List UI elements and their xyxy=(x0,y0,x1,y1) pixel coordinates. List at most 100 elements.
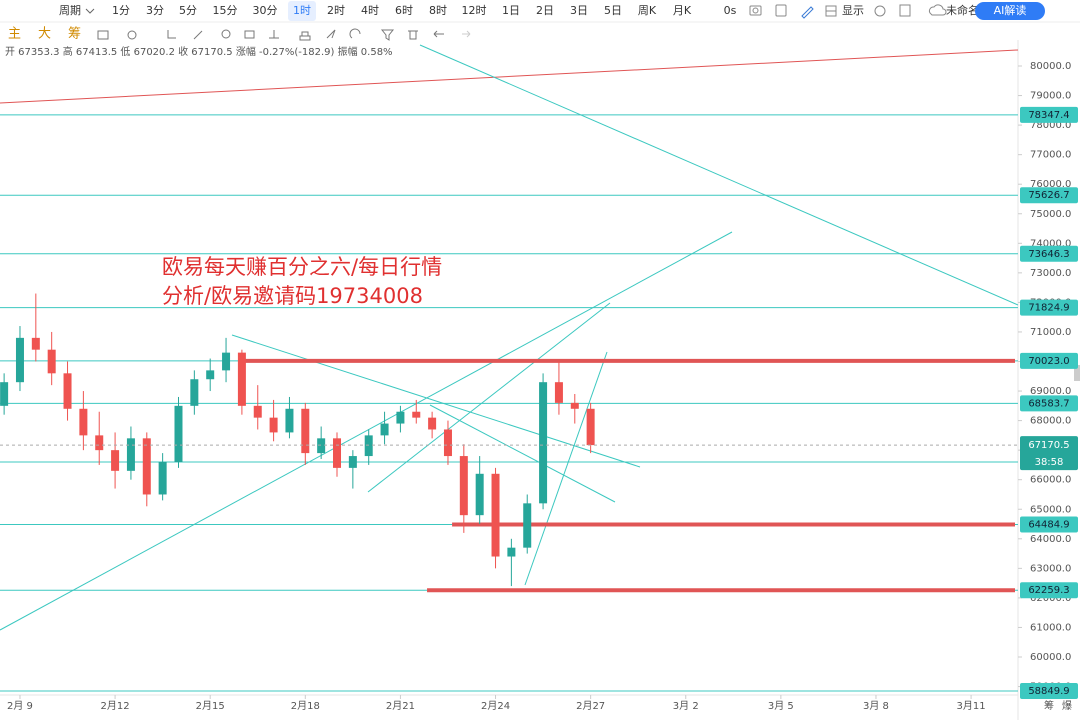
candle-body xyxy=(31,337,40,350)
candle-body xyxy=(396,411,405,424)
interval[interactable]: 周K xyxy=(638,4,657,17)
interval[interactable]: 15分 xyxy=(213,4,238,17)
candle-body xyxy=(253,405,262,418)
last-price-bg xyxy=(1020,436,1078,471)
annotation: 欧易每天赚百分之六/每日行情 xyxy=(162,255,442,279)
candle-body xyxy=(158,461,167,495)
interval[interactable]: 1分 xyxy=(112,4,130,17)
candle-body xyxy=(412,411,421,418)
candle-body xyxy=(570,402,579,409)
candle-body xyxy=(285,408,294,433)
countdown: 38:58 xyxy=(1035,457,1064,468)
price-label: 73646.3 xyxy=(1028,249,1069,260)
interval[interactable]: 30分 xyxy=(253,4,278,17)
timer[interactable]: 0s xyxy=(724,4,737,17)
period-menu[interactable]: 周期 xyxy=(59,4,81,17)
interval[interactable]: 2时 xyxy=(327,4,345,17)
price-label: 68583.7 xyxy=(1028,398,1069,409)
candle-body xyxy=(142,438,151,495)
x-tick-label: 3月 8 xyxy=(863,700,889,712)
y-tick-label: 77000.0 xyxy=(1030,150,1071,161)
y-tick-label: 76000.0 xyxy=(1030,179,1071,190)
interval[interactable]: 8时 xyxy=(429,4,447,17)
y-tick-label: 73000.0 xyxy=(1030,268,1071,279)
trend-line xyxy=(524,351,608,586)
y-tick-label: 63000.0 xyxy=(1030,563,1071,574)
interval[interactable]: 1日 xyxy=(502,4,520,17)
layout-name[interactable]: 未命名 xyxy=(946,3,979,17)
y-tick-label: 75000.0 xyxy=(1030,209,1071,220)
interval[interactable]: 月K xyxy=(673,4,692,17)
y-tick-label: 62000.0 xyxy=(1030,593,1071,604)
x-tick-label: 2月24 xyxy=(481,700,510,712)
candle-body xyxy=(428,417,437,430)
candle-body xyxy=(459,456,468,516)
candle-body xyxy=(0,382,9,406)
price-label: 64484.9 xyxy=(1028,519,1069,530)
annotation: 分析/欧易邀请码19734008 xyxy=(162,284,423,308)
last-price: 67170.5 xyxy=(1028,440,1069,451)
x-tick-label: 3月 2 xyxy=(673,700,699,712)
indicator[interactable]: 筹 xyxy=(68,26,81,42)
y-tick-label: 65000.0 xyxy=(1030,504,1071,515)
candle-body xyxy=(554,382,563,403)
price-label-bg xyxy=(1020,395,1078,412)
y-tick-label: 64000.0 xyxy=(1030,534,1071,545)
price-label: 78347.4 xyxy=(1028,110,1069,121)
candle-body xyxy=(206,370,215,380)
x-tick-label: 2月12 xyxy=(101,700,130,712)
interval[interactable]: 5分 xyxy=(179,4,197,17)
interval[interactable]: 5日 xyxy=(604,4,622,17)
y-tick-label: 78000.0 xyxy=(1030,120,1071,131)
candle-body xyxy=(237,352,246,406)
candle-body xyxy=(47,349,56,374)
y-tick-label: 69000.0 xyxy=(1030,386,1071,397)
y-tick-label: 60000.0 xyxy=(1030,652,1071,663)
candle-body xyxy=(95,435,104,451)
trend-line xyxy=(429,404,616,503)
indicator[interactable]: 主 xyxy=(8,27,21,42)
trend-line xyxy=(0,49,1019,104)
candle-body xyxy=(174,405,183,462)
ai-button-bg[interactable] xyxy=(975,2,1045,20)
interval[interactable]: 3分 xyxy=(146,4,164,17)
ai-button[interactable]: AI解读 xyxy=(994,3,1027,17)
interval[interactable]: 12时 xyxy=(462,4,487,17)
drawing-tools xyxy=(97,28,471,41)
price-label-bg xyxy=(1020,682,1078,699)
interval[interactable]: 4时 xyxy=(361,4,379,17)
interval[interactable]: 3日 xyxy=(570,4,588,17)
y-tick-label: 71000.0 xyxy=(1030,327,1071,338)
corner-label[interactable]: 筹 xyxy=(1044,699,1054,712)
scroll-handle[interactable] xyxy=(1074,365,1080,381)
interval[interactable]: 2日 xyxy=(536,4,554,17)
display-menu[interactable]: 显示 xyxy=(842,4,864,17)
candle-body xyxy=(111,450,120,471)
dropdown-icon xyxy=(85,8,95,14)
price-label: 58849.9 xyxy=(1028,686,1069,697)
x-tick-label: 3月 5 xyxy=(768,700,794,712)
candle-body xyxy=(475,473,484,516)
interval[interactable]: 1时 xyxy=(293,4,311,17)
corner-label[interactable]: 爆 xyxy=(1062,700,1072,712)
y-tick-label: 68000.0 xyxy=(1030,416,1071,427)
candle-body xyxy=(380,423,389,436)
candle-body xyxy=(15,337,24,383)
indicator[interactable]: 大 xyxy=(38,27,51,42)
trend-line xyxy=(367,302,611,493)
x-tick-label: 2月15 xyxy=(196,700,225,712)
candle-body xyxy=(317,438,326,454)
price-label: 62259.3 xyxy=(1028,585,1069,596)
y-tick-label: 66000.0 xyxy=(1030,475,1071,486)
price-label: 71824.9 xyxy=(1028,303,1069,314)
candle-body xyxy=(126,438,135,471)
ohlc-info: 开 67353.3 高 67413.5 低 67020.2 收 67170.5 … xyxy=(5,45,393,58)
toolbar-icons xyxy=(749,4,947,19)
price-label-bg xyxy=(1020,245,1078,262)
candle-body xyxy=(190,379,199,406)
y-tick-label: 61000.0 xyxy=(1030,622,1071,633)
interval[interactable]: 6时 xyxy=(395,4,413,17)
price-label-bg xyxy=(1020,106,1078,123)
trend-line xyxy=(419,44,1019,306)
